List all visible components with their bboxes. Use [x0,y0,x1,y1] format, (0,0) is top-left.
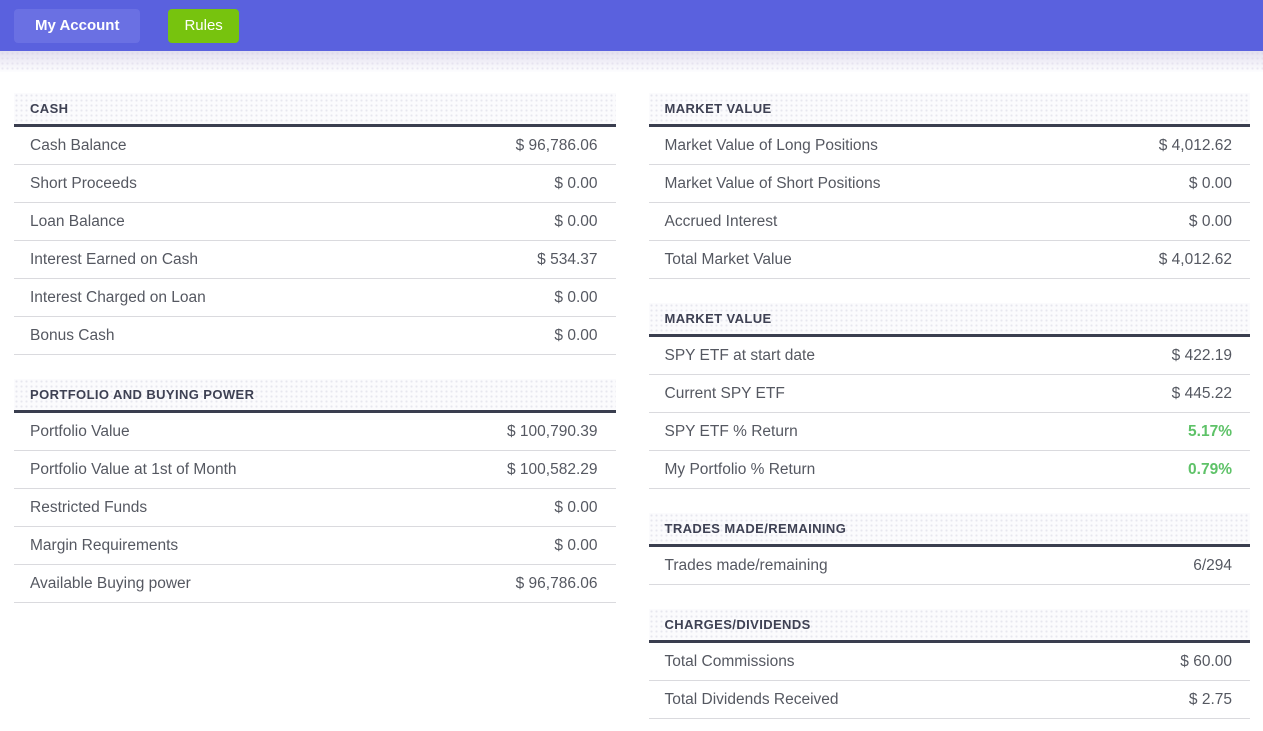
table-row: SPY ETF at start date $ 422.19 [648,337,1250,375]
row-value: $ 4,012.62 [1158,250,1232,268]
table-row: Total Market Value $ 4,012.62 [648,241,1250,279]
row-value: $ 0.00 [554,212,598,230]
section-trades-made-remaining: TRADES MADE/REMAINING Trades made/remaini… [648,513,1250,585]
row-label: Total Market Value [664,250,792,268]
table-row: Bonus Cash $ 0.00 [14,317,616,355]
nav-my-account-button[interactable]: My Account [14,8,141,43]
section-charges-dividends: CHARGES/DIVIDENDS Total Commissions $ 60.0… [648,609,1250,719]
section-header-trades-made-remaining: TRADES MADE/REMAINING [648,513,1250,547]
row-label: SPY ETF at start date [664,346,815,364]
left-column: CASH Cash Balance $ 96,786.06 Short Proceed… [14,93,616,627]
row-value: $ 0.00 [554,288,598,306]
table-row: Cash Balance $ 96,786.06 [14,127,616,165]
table-row: Restricted Funds $ 0.00 [14,489,616,527]
table-row: Accrued Interest $ 0.00 [648,203,1250,241]
table-row: Total Dividends Received $ 2.75 [648,681,1250,719]
section-cash: CASH Cash Balance $ 96,786.06 Short Proceed… [14,93,616,355]
row-value: $ 0.00 [554,498,598,516]
section-market-value: MARKET VALUE Market Value of Long Positio… [648,93,1250,279]
row-value: $ 445.22 [1171,384,1232,402]
row-label: Portfolio Value [30,422,130,440]
section-header-portfolio-and-buying-power: PORTFOLIO AND BUYING POWER [14,379,616,413]
table-row: SPY ETF % Return 5.17% [648,413,1250,451]
table-row: Trades made/remaining 6/294 [648,547,1250,585]
row-value: $ 0.00 [1188,174,1232,192]
row-value: $ 60.00 [1180,652,1232,670]
row-value: $ 100,790.39 [506,422,598,440]
row-value: $ 96,786.06 [515,574,598,592]
section-header-market-value-spy: MARKET VALUE [648,303,1250,337]
row-label: Margin Requirements [30,536,179,554]
row-value: $ 534.37 [537,250,598,268]
row-label: My Portfolio % Return [664,460,816,478]
nav-rules-button[interactable]: Rules [168,8,239,43]
section-header-cash: CASH [14,93,616,127]
row-label: Total Commissions [664,652,795,670]
row-label: Restricted Funds [30,498,148,516]
row-label: Available Buying power [30,574,191,592]
section-portfolio-and-buying-power: PORTFOLIO AND BUYING POWER Portfolio Valu… [14,379,616,603]
table-row: My Portfolio % Return 0.79% [648,451,1250,489]
row-label: Portfolio Value at 1st of Month [30,460,237,478]
row-value: 5.17% [1188,422,1232,440]
row-value: $ 100,582.29 [506,460,598,478]
table-row: Margin Requirements $ 0.00 [14,527,616,565]
table-row: Interest Charged on Loan $ 0.00 [14,279,616,317]
section-market-value-spy: MARKET VALUE SPY ETF at start date $ 422.1… [648,303,1250,489]
row-label: Trades made/remaining [664,556,828,574]
table-row: Loan Balance $ 0.00 [14,203,616,241]
section-header-market-value: MARKET VALUE [648,93,1250,127]
row-value: $ 0.00 [554,326,598,344]
row-label: Total Dividends Received [664,690,839,708]
row-label: SPY ETF % Return [664,422,798,440]
row-label: Accrued Interest [664,212,778,230]
table-row: Interest Earned on Cash $ 534.37 [14,241,616,279]
row-label: Current SPY ETF [664,384,785,402]
row-label: Cash Balance [30,136,127,154]
table-row: Total Commissions $ 60.00 [648,643,1250,681]
table-row: Short Proceeds $ 0.00 [14,165,616,203]
row-value: 6/294 [1193,556,1232,574]
table-row: Market Value of Long Positions $ 4,012.62 [648,127,1250,165]
row-value: $ 0.00 [554,536,598,554]
row-label: Market Value of Long Positions [664,136,878,154]
table-row: Portfolio Value at 1st of Month $ 100,582… [14,451,616,489]
row-value: 0.79% [1188,460,1232,478]
table-row: Available Buying power $ 96,786.06 [14,565,616,603]
row-value: $ 2.75 [1188,690,1232,708]
section-header-charges-dividends: CHARGES/DIVIDENDS [648,609,1250,643]
top-navbar: My Account Rules [0,0,1263,51]
table-row: Current SPY ETF $ 445.22 [648,375,1250,413]
row-label: Bonus Cash [30,326,115,344]
row-value: $ 422.19 [1171,346,1232,364]
row-label: Interest Earned on Cash [30,250,199,268]
account-balances-page: CASH Cash Balance $ 96,786.06 Short Proceed… [0,72,1263,731]
row-value: $ 96,786.06 [515,136,598,154]
row-label: Short Proceeds [30,174,137,192]
row-value: $ 4,012.62 [1158,136,1232,154]
row-value: $ 0.00 [554,174,598,192]
right-column: MARKET VALUE Market Value of Long Positio… [648,93,1250,731]
row-label: Market Value of Short Positions [664,174,881,192]
table-row: Market Value of Short Positions $ 0.00 [648,165,1250,203]
navbar-gradient-strip [0,51,1263,72]
row-label: Loan Balance [30,212,125,230]
row-label: Interest Charged on Loan [30,288,206,306]
table-row: Portfolio Value $ 100,790.39 [14,413,616,451]
row-value: $ 0.00 [1188,212,1232,230]
